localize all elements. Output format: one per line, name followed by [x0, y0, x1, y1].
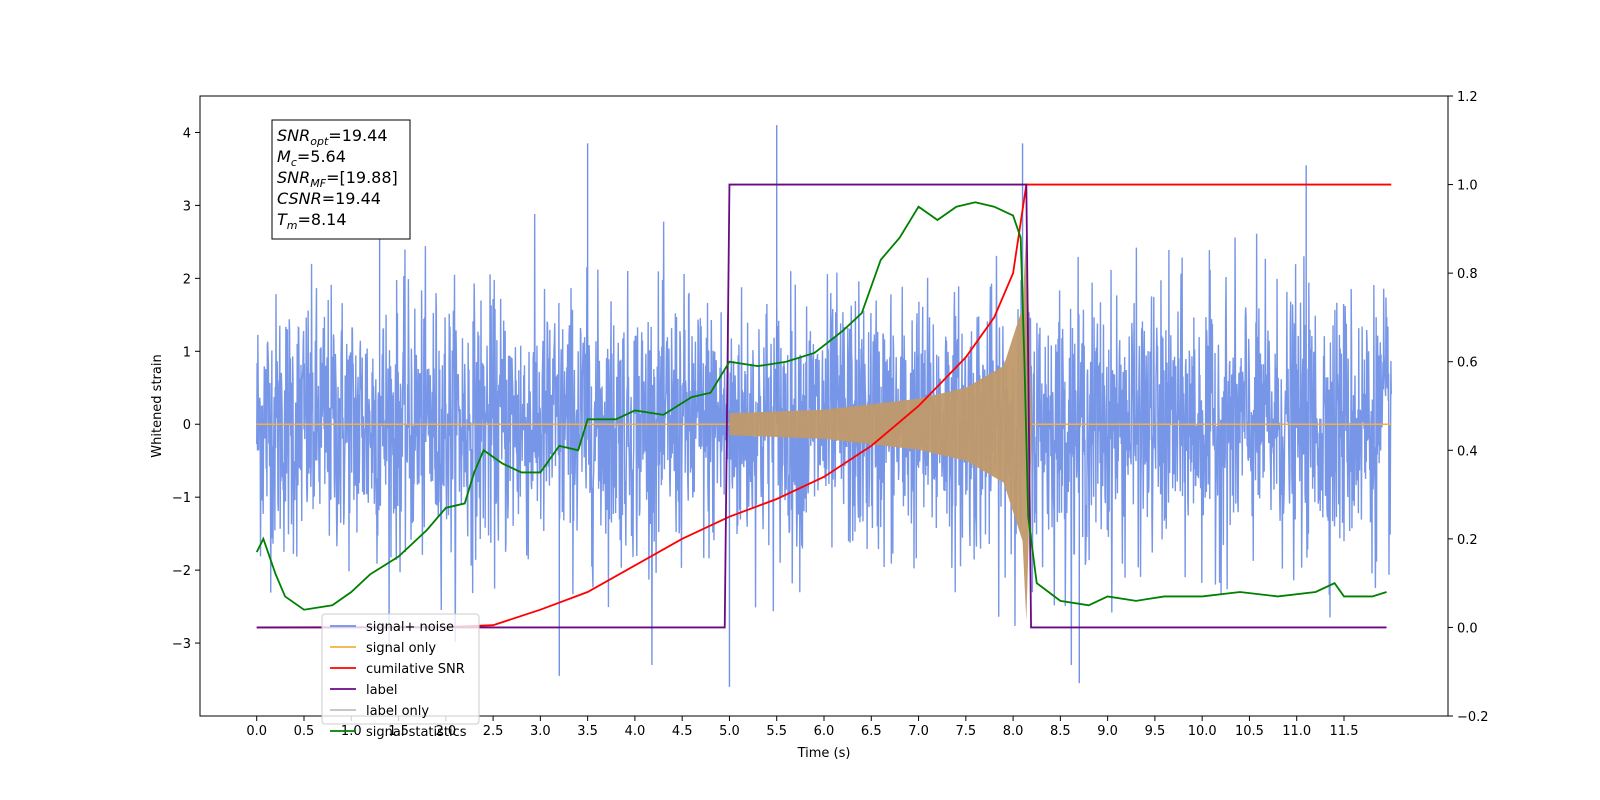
- x-tick-label: 0.0: [246, 724, 267, 739]
- y-left-tick-label: −2: [172, 564, 191, 579]
- stats-annotation: SNRopt=19.44Mc=5.64SNRMF=[19.88]CSNR=19.…: [271, 119, 411, 240]
- y-right-tick-label: 0.8: [1457, 267, 1478, 282]
- x-axis: 0.0 0.5 1.0 1.5 2.0 2.5 3.0 3.5 4.0 4.5 5.0 5.5 6.0 6…: [246, 716, 1358, 739]
- y-left-tick-label: 3: [183, 199, 191, 214]
- y-right-tick-label: 1.0: [1457, 179, 1478, 194]
- x-tick-label: 10.5: [1235, 724, 1264, 739]
- series-cumilative-snr: [256, 183, 1392, 629]
- y-left-tick-label: −3: [172, 637, 191, 652]
- x-tick-label: 6.5: [861, 724, 882, 739]
- annotation-line: SNRopt=19.44: [277, 126, 388, 148]
- y-left-tick-label: −1: [172, 491, 191, 506]
- x-tick-label: 8.0: [1003, 724, 1024, 739]
- series-signal-noise: [256, 214, 1392, 665]
- y-axis-left: −3 −2 −1 0 1 2 3 4: [172, 126, 200, 652]
- legend: signal+ noise signal only cumilative SNR la…: [321, 613, 480, 740]
- y-left-tick-label: 2: [183, 272, 191, 287]
- x-tick-label: 8.5: [1050, 724, 1071, 739]
- y-right-tick-label: 0.2: [1457, 533, 1478, 548]
- y-axis-right: −0.2 0.0 0.2 0.4 0.6 0.8 1.0 1.2: [1448, 90, 1489, 725]
- x-tick-label: 7.0: [908, 724, 929, 739]
- y-right-tick-label: 0.6: [1457, 356, 1478, 371]
- series-signal-only: [729, 228, 1032, 621]
- x-tick-label: 7.5: [955, 724, 976, 739]
- x-tick-label: 9.0: [1097, 724, 1118, 739]
- x-tick-label: 4.5: [672, 724, 693, 739]
- legend-entry: label: [366, 683, 397, 698]
- legend-entry: cumilative SNR: [366, 662, 465, 677]
- legend-entry: signal only: [366, 641, 436, 656]
- legend-frame: [321, 613, 480, 725]
- x-tick-label: 11.0: [1282, 724, 1311, 739]
- x-tick-label: 9.5: [1145, 724, 1166, 739]
- annotation-line: SNRMF=[19.88]: [277, 168, 398, 190]
- x-tick-label: 5.5: [766, 724, 787, 739]
- annotation-line: CSNR=19.44: [277, 189, 381, 208]
- annotation-box: [271, 119, 411, 240]
- x-tick-label: 3.0: [530, 724, 551, 739]
- series-signal-statistics: [255, 201, 1387, 611]
- legend-entry: signal+ noise: [366, 620, 454, 635]
- x-tick-label: 3.5: [577, 724, 598, 739]
- y-left-tick-label: 1: [183, 345, 191, 360]
- x-tick-label: 5.0: [719, 724, 740, 739]
- annotation-line: Mc=5.64: [277, 147, 346, 169]
- y-right-tick-label: −0.2: [1457, 710, 1489, 725]
- y-left-tick-label: 0: [183, 418, 191, 433]
- x-tick-label: 10.0: [1188, 724, 1217, 739]
- x-tick-label: 1.5: [388, 724, 409, 739]
- legend-entry: label only: [366, 704, 429, 719]
- x-tick-label: 2.5: [483, 724, 504, 739]
- y-right-tick-label: 0.4: [1457, 444, 1478, 459]
- y-right-tick-label: 0.0: [1457, 621, 1478, 636]
- x-tick-label: 4.0: [625, 724, 646, 739]
- annotation-line: Tm=8.14: [277, 210, 347, 232]
- series-label: [256, 183, 1387, 629]
- plot-area: [255, 125, 1392, 687]
- x-axis-label: Time (s): [797, 746, 851, 761]
- x-tick-label: 2.0: [435, 724, 456, 739]
- legend-entry: signal statistics: [366, 725, 467, 740]
- y-left-tick-label: 4: [183, 126, 191, 141]
- y-right-tick-label: 1.2: [1457, 90, 1478, 105]
- x-tick-label: 11.5: [1330, 724, 1359, 739]
- x-tick-label: 6.0: [814, 724, 835, 739]
- x-tick-label: 0.5: [294, 724, 315, 739]
- y-axis-label-left: Whitened strain: [150, 354, 165, 457]
